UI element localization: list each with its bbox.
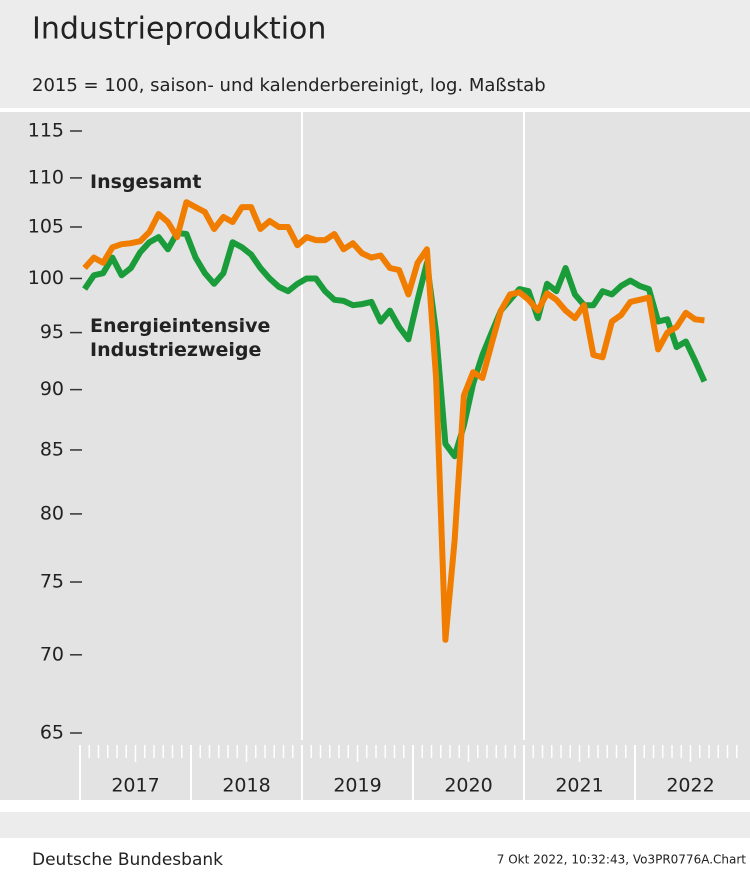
source: Deutsche Bundesbank <box>32 850 223 870</box>
y-tick-label: 115 <box>28 120 64 142</box>
y-tick-label: 75 <box>40 571 64 593</box>
y-tick-label: 100 <box>28 267 64 289</box>
y-tick-label: 80 <box>40 502 64 524</box>
y-tick-label: 110 <box>28 166 64 188</box>
legend-label: Insgesamt <box>90 171 202 193</box>
y-tick-label: 70 <box>40 643 64 665</box>
header-bg <box>0 0 750 108</box>
series-line <box>82 199 705 643</box>
x-tick-label: 2022 <box>666 775 714 797</box>
legend-label: Energieintensive Industriezweige <box>90 315 271 361</box>
stamp: 7 Okt 2022, 10:32:43, Vo3PR0776A.Chart <box>497 853 747 867</box>
x-tick-label: 2021 <box>555 775 603 797</box>
x-tick-label: 2019 <box>333 775 381 797</box>
y-tick-label: 105 <box>28 215 64 237</box>
y-tick-label: 90 <box>40 378 64 400</box>
x-tick-label: 2018 <box>222 775 270 797</box>
x-tick-label: 2017 <box>111 775 159 797</box>
footer-band <box>0 812 750 838</box>
x-tick-label: 2020 <box>444 775 492 797</box>
y-tick-label: 65 <box>40 722 64 744</box>
y-tick-label: 85 <box>40 438 64 460</box>
chart-title: Industrieproduktion <box>32 12 326 47</box>
y-tick-label: 95 <box>40 321 64 343</box>
plot-bg <box>0 112 750 800</box>
chart-subtitle: 2015 = 100, saison- und kalenderbereinig… <box>32 75 546 96</box>
series-line <box>82 230 708 460</box>
